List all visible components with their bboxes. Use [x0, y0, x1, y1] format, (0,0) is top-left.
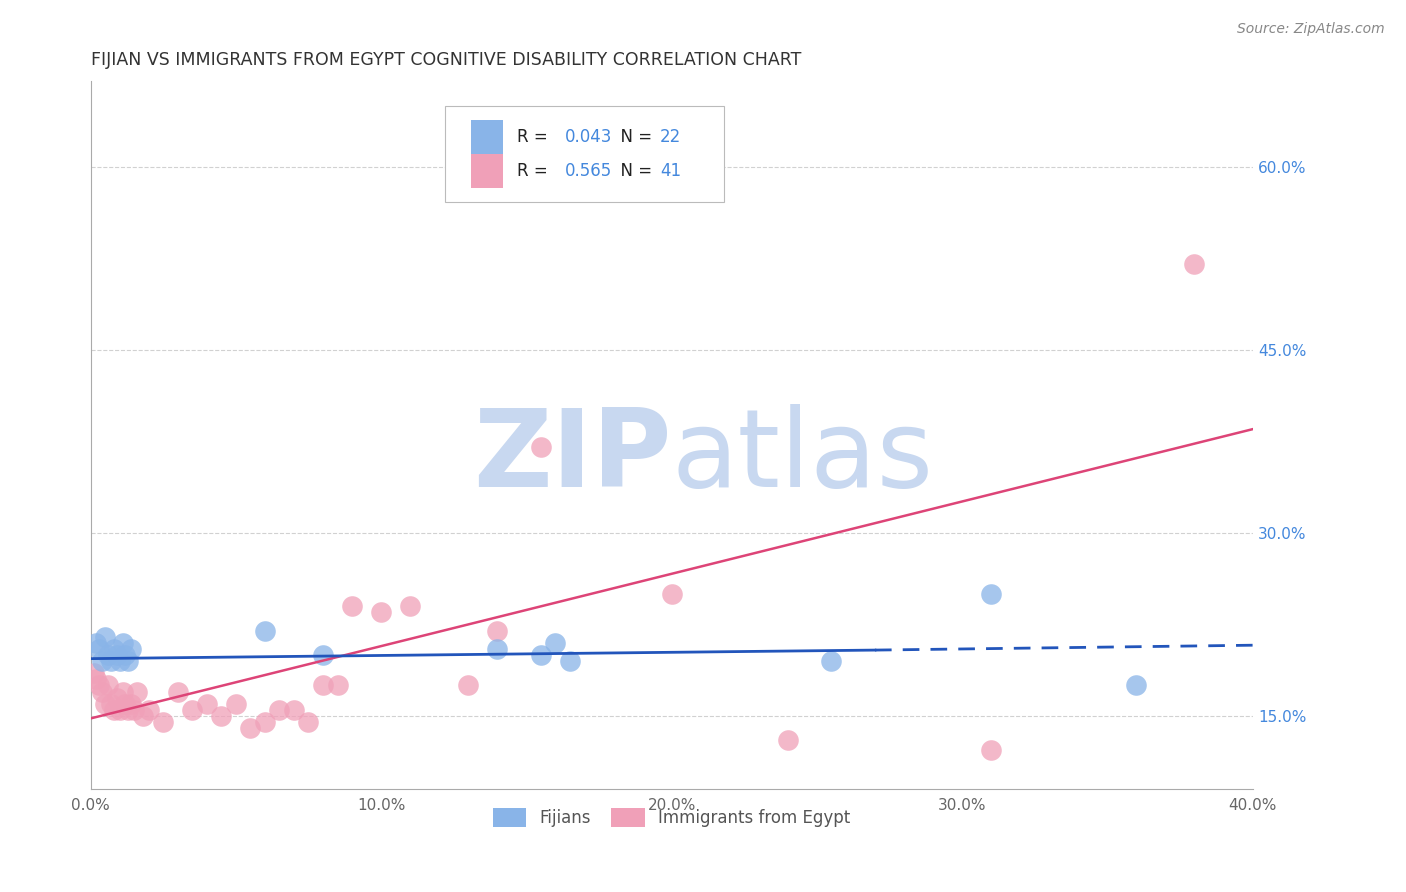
Point [117, 654, 139, 668]
Text: 22: 22 [659, 128, 682, 145]
Point [86, 636, 108, 650]
Point [97, 648, 120, 662]
Point [100, 654, 122, 668]
Point [486, 641, 509, 656]
Legend: Fijians, Immigrants from Egypt: Fijians, Immigrants from Egypt [486, 801, 856, 834]
Point [980, 587, 1002, 601]
Point [312, 648, 335, 662]
Text: FIJIAN VS IMMIGRANTS FROM EGYPT COGNITIVE DISABILITY CORRELATION CHART: FIJIAN VS IMMIGRANTS FROM EGYPT COGNITIV… [90, 51, 801, 69]
Point [108, 703, 131, 717]
Point [457, 678, 479, 692]
Point [181, 703, 204, 717]
Point [103, 641, 125, 656]
Point [152, 715, 174, 730]
Text: N =: N = [610, 162, 658, 180]
Point [132, 709, 155, 723]
Point [340, 599, 363, 614]
Point [138, 703, 160, 717]
Point [89, 641, 111, 656]
Point [122, 703, 145, 717]
Text: 0.565: 0.565 [565, 162, 612, 180]
Text: R =: R = [517, 128, 553, 145]
Point [114, 697, 136, 711]
Text: Source: ZipAtlas.com: Source: ZipAtlas.com [1237, 22, 1385, 37]
Text: atlas: atlas [672, 403, 934, 509]
Point [253, 624, 276, 638]
Text: N =: N = [610, 128, 658, 145]
Point [399, 599, 422, 614]
Point [530, 441, 553, 455]
Point [558, 654, 581, 668]
Point [94, 630, 117, 644]
Point [820, 654, 842, 668]
Point [127, 684, 149, 698]
Text: 0.043: 0.043 [565, 128, 612, 145]
Point [91, 684, 114, 698]
Point [1184, 257, 1206, 271]
Point [89, 678, 111, 692]
FancyBboxPatch shape [446, 106, 724, 202]
Point [86, 673, 108, 687]
Point [120, 697, 142, 711]
Point [225, 697, 247, 711]
Point [209, 709, 232, 723]
Text: 41: 41 [659, 162, 681, 180]
Point [283, 703, 305, 717]
Point [370, 605, 392, 619]
Point [326, 678, 349, 692]
Point [111, 636, 134, 650]
Point [108, 654, 131, 668]
Point [253, 715, 276, 730]
Point [297, 715, 319, 730]
Point [486, 624, 509, 638]
Point [530, 648, 553, 662]
Point [166, 684, 188, 698]
Point [111, 684, 134, 698]
Point [105, 690, 128, 705]
Point [100, 697, 122, 711]
Point [239, 721, 262, 735]
Point [117, 703, 139, 717]
Point [312, 678, 335, 692]
Point [83, 666, 105, 681]
Point [120, 641, 142, 656]
Point [114, 648, 136, 662]
Point [776, 733, 799, 747]
Point [103, 703, 125, 717]
Point [1125, 678, 1147, 692]
Point [269, 703, 291, 717]
Point [661, 587, 683, 601]
Point [94, 697, 117, 711]
FancyBboxPatch shape [471, 120, 503, 153]
Point [91, 654, 114, 668]
Point [105, 648, 128, 662]
Point [97, 678, 120, 692]
Point [980, 743, 1002, 757]
Point [544, 636, 567, 650]
FancyBboxPatch shape [471, 154, 503, 188]
Text: ZIP: ZIP [472, 403, 672, 509]
Point [195, 697, 218, 711]
Text: R =: R = [517, 162, 553, 180]
